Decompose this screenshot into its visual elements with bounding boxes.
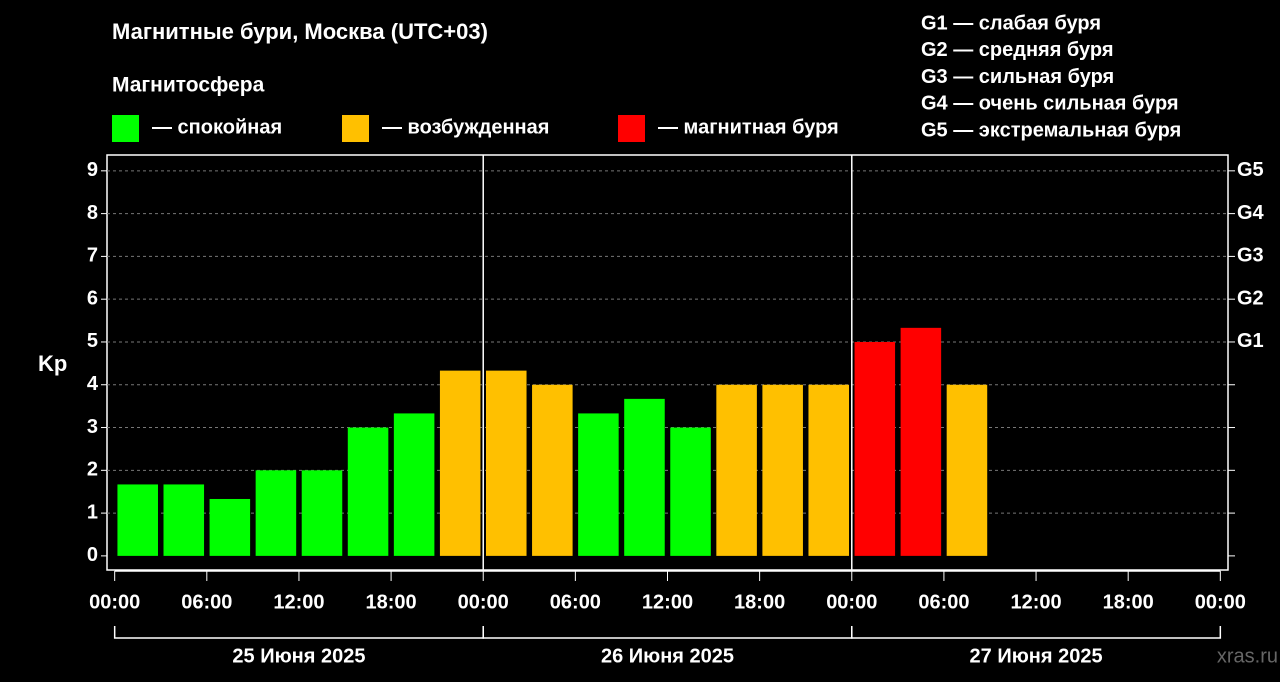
storm-scale-entry: G1 — слабая буря xyxy=(921,12,1101,34)
legend-swatch xyxy=(618,115,645,142)
bar xyxy=(393,413,435,556)
y-tick-label: 2 xyxy=(87,459,98,481)
legend-label: — магнитная буря xyxy=(658,116,839,138)
legend-title: Магнитосфера xyxy=(112,74,265,97)
storm-scale-entry: G2 — средняя буря xyxy=(921,39,1114,61)
x-tick-label: 12:00 xyxy=(642,591,693,613)
y-tick-label: 0 xyxy=(87,544,98,566)
y2-tick-label: G2 xyxy=(1237,287,1264,309)
x-tick-label: 12:00 xyxy=(273,591,324,613)
bar xyxy=(439,370,481,556)
bar xyxy=(716,384,757,556)
day-label: 25 Июня 2025 xyxy=(232,645,365,667)
bar xyxy=(578,413,619,556)
day-bracket xyxy=(482,626,853,639)
legend-swatch xyxy=(342,115,369,142)
chart-title: Магнитные бури, Москва (UTC+03) xyxy=(112,19,488,44)
y-tick-label: 4 xyxy=(87,373,99,395)
y-tick-label: 8 xyxy=(87,202,98,224)
y-tick-label: 5 xyxy=(87,330,98,352)
y-tick-label: 9 xyxy=(87,159,98,181)
bar xyxy=(163,484,205,556)
bar xyxy=(900,327,942,556)
y-axis-label: Kp xyxy=(38,351,67,376)
bar xyxy=(117,484,158,556)
x-tick-label: 06:00 xyxy=(550,591,601,613)
y-tick-label: 6 xyxy=(87,287,98,309)
bar xyxy=(347,427,389,556)
legend-label: — возбужденная xyxy=(382,116,549,138)
legend-swatch xyxy=(112,115,139,142)
x-tick-label: 06:00 xyxy=(918,591,969,613)
source: xras.ru xyxy=(1217,645,1278,667)
bar xyxy=(854,341,896,556)
x-tick-label: 18:00 xyxy=(366,591,417,613)
y-tick-label: 3 xyxy=(87,416,98,438)
storm-scale-entry: G5 — экстремальная буря xyxy=(921,119,1181,141)
bar xyxy=(301,470,343,556)
bar xyxy=(808,384,850,556)
x-tick-label: 00:00 xyxy=(1195,591,1246,613)
bar xyxy=(670,427,711,556)
plot-frame xyxy=(106,154,1229,571)
x-tick-label: 12:00 xyxy=(1010,591,1061,613)
day-bracket xyxy=(851,626,1222,639)
x-tick-label: 06:00 xyxy=(181,591,232,613)
y-tick-label: 1 xyxy=(87,501,98,523)
bar xyxy=(946,384,988,556)
y2-tick-label: G4 xyxy=(1237,202,1265,224)
x-tick-label: 00:00 xyxy=(89,591,140,613)
day-label: 27 Июня 2025 xyxy=(970,645,1103,667)
x-tick-label: 00:00 xyxy=(458,591,509,613)
x-tick-label: 18:00 xyxy=(1103,591,1154,613)
storm-scale-entry: G3 — сильная буря xyxy=(921,66,1114,88)
y2-tick-label: G3 xyxy=(1237,245,1264,267)
bar xyxy=(532,384,573,556)
bar xyxy=(485,370,527,556)
legend-label: — спокойная xyxy=(152,116,282,138)
bar xyxy=(209,498,251,556)
storm-scale-entry: G4 — очень сильная буря xyxy=(921,93,1179,115)
day-bracket xyxy=(113,626,484,639)
bar xyxy=(624,398,665,556)
x-tick-label: 18:00 xyxy=(734,591,785,613)
y2-tick-label: G1 xyxy=(1237,330,1264,352)
y2-tick-label: G5 xyxy=(1237,159,1264,181)
day-label: 26 Июня 2025 xyxy=(601,645,734,667)
bar xyxy=(762,384,803,556)
x-tick-label: 00:00 xyxy=(826,591,877,613)
y-tick-label: 7 xyxy=(87,245,98,267)
bar xyxy=(255,470,297,556)
